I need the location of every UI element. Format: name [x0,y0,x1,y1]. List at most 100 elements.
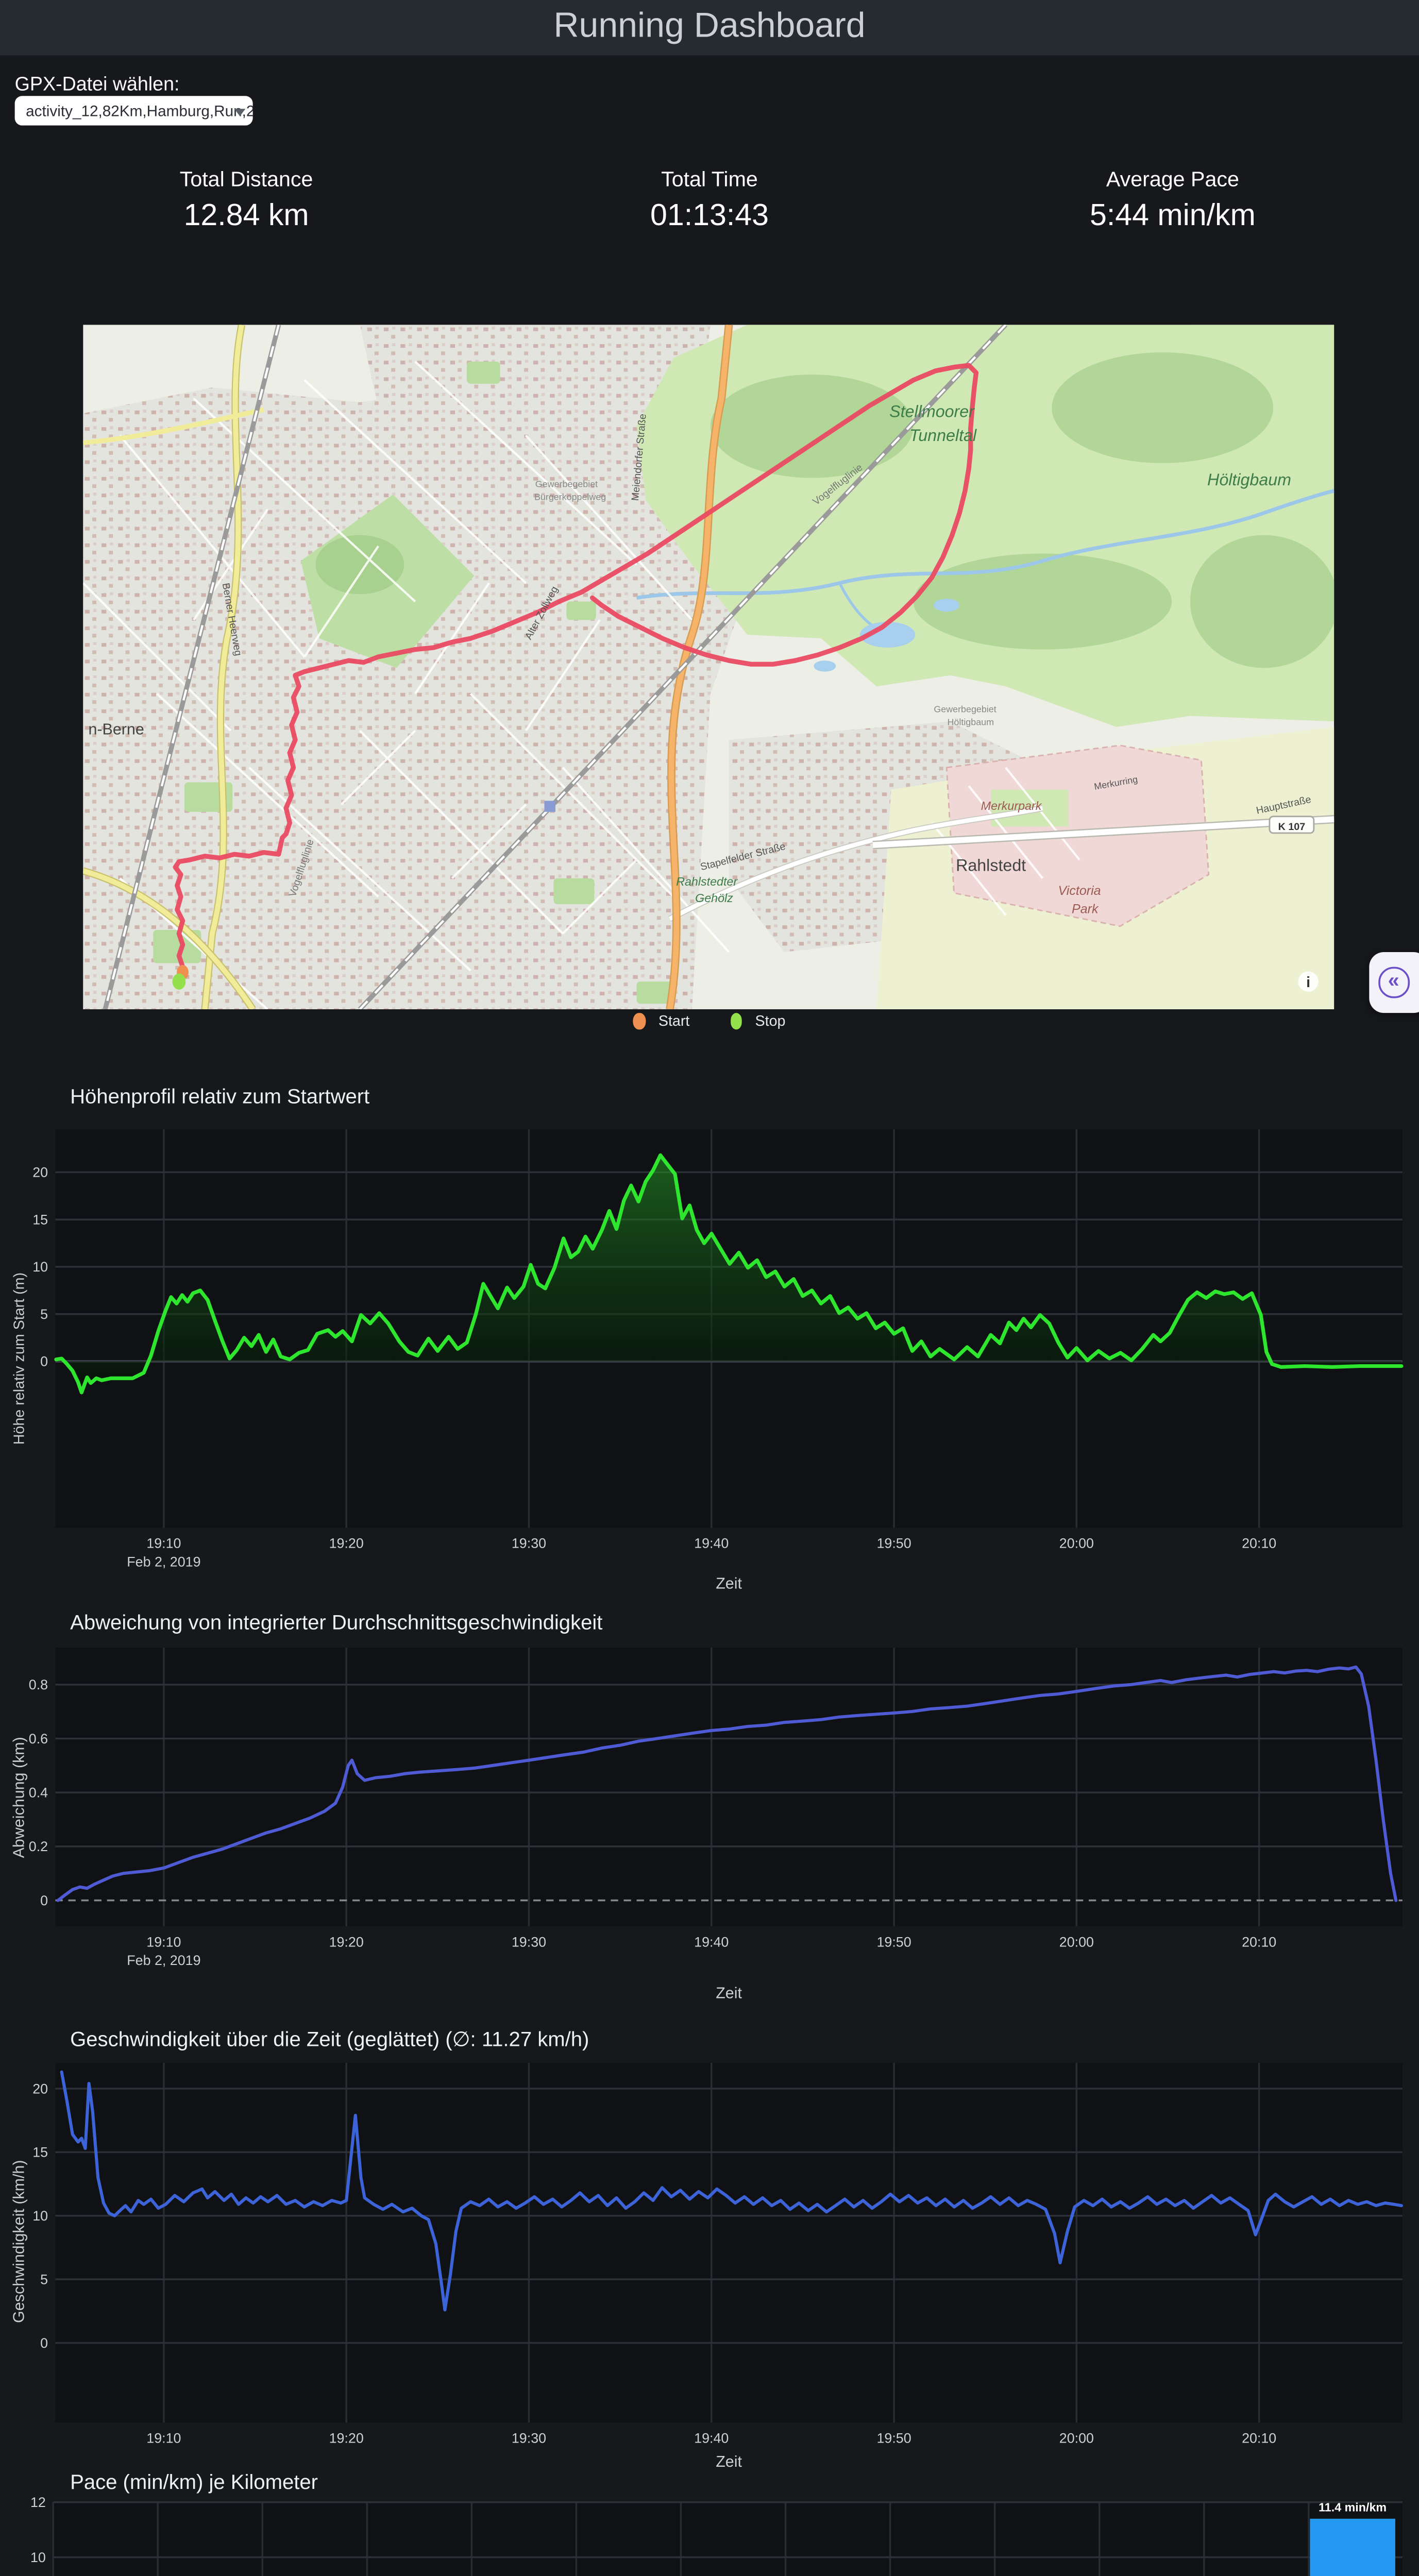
sidebar-collapse-button[interactable]: « [1369,952,1419,1013]
svg-text:12: 12 [30,2495,46,2510]
svg-text:0.4: 0.4 [29,1785,48,1801]
svg-text:19:10: 19:10 [146,1934,181,1950]
svg-text:19:40: 19:40 [694,2431,729,2446]
svg-text:5: 5 [40,1307,48,1322]
svg-text:20:10: 20:10 [1242,1536,1276,1551]
svg-text:Tunneltal: Tunneltal [909,426,977,445]
svg-text:19:50: 19:50 [876,1934,911,1950]
pace-chart-title: Pace (min/km) je Kilometer [70,2472,318,2495]
gpx-file-select-value: activity_12,82Km,Hamburg,Run,2019-02- [26,101,252,120]
map-attribution-icon[interactable]: i [1298,971,1319,992]
svg-text:n-Berne: n-Berne [88,720,144,738]
svg-text:15: 15 [32,1212,48,1227]
metric-total-time: Total Time 01:13:43 [478,170,941,234]
elevation-chart-title: Höhenprofil relativ zum Startwert [70,1087,370,1109]
metric-label: Total Distance [179,170,313,192]
svg-text:Gewerbegebiet: Gewerbegebiet [535,479,598,489]
svg-text:Gewerbegebiet: Gewerbegebiet [934,704,996,714]
map-legend: Start Stop [0,1013,1419,1029]
svg-text:20:00: 20:00 [1059,1934,1094,1950]
route-map-canvas[interactable]: Stellmoorer Tunneltal Höltigbaum Rahlstedt n… [83,325,1334,1009]
elevation-chart[interactable]: 19:10 19:20 19:30 19:40 19:50 20:00 20:10 Feb 2… [32,1129,1404,1570]
svg-text:11.4 min/km: 11.4 min/km [1319,2500,1387,2514]
stop-marker [172,973,186,990]
svg-text:Rahlstedt: Rahlstedt [956,856,1026,874]
svg-text:19:30: 19:30 [512,2431,546,2446]
page-title: Running Dashboard [553,7,866,46]
speed-yaxis-title: Geschwindigkeit (km/h) [9,2160,28,2323]
svg-text:Victoria: Victoria [1058,884,1101,898]
deviation-yaxis-title: Abweichung (km) [9,1737,28,1858]
svg-text:Rahlstedter: Rahlstedter [676,875,738,888]
svg-text:19:30: 19:30 [512,1934,546,1950]
svg-text:20:00: 20:00 [1059,1536,1094,1551]
svg-text:20:10: 20:10 [1242,2431,1276,2446]
pace-chart[interactable]: 5.0 min/km4.9 min/km5.2 min/km4.9 min/km… [30,2495,1403,2576]
chevron-down-icon [234,108,246,115]
speed-chart[interactable]: 19:10 19:20 19:30 19:40 19:50 20:00 20:10 0 5 10 1… [32,2062,1404,2446]
metric-average-pace: Average Pace 5:44 min/km [941,170,1404,234]
svg-text:Feb 2, 2019: Feb 2, 2019 [127,1953,200,1968]
svg-text:19:20: 19:20 [329,1536,364,1551]
deviation-chart-title: Abweichung von integrierter Durchschnitt… [70,1613,603,1635]
svg-text:19:50: 19:50 [876,2431,911,2446]
deviation-chart[interactable]: 19:10 19:20 19:30 19:40 19:50 20:00 20:10 Feb 2… [29,1648,1403,1968]
svg-text:19:10: 19:10 [146,1536,181,1551]
metric-value: 12.84 km [183,199,309,233]
svg-text:Gehölz: Gehölz [695,891,733,905]
map-railways [103,325,1008,1009]
svg-text:19:20: 19:20 [329,2431,364,2446]
start-marker-icon [633,1013,646,1029]
map-major-roads [83,325,1334,1009]
svg-text:5: 5 [40,2272,48,2287]
svg-text:19:40: 19:40 [694,1536,729,1551]
svg-text:15: 15 [32,2145,48,2160]
svg-text:20: 20 [32,2081,48,2096]
gps-route-trace [173,363,979,982]
map-green-areas [153,325,1334,1004]
route-start-stop-markers [172,965,189,990]
legend-label: Start [658,1013,690,1030]
svg-text:19:10: 19:10 [146,2431,181,2446]
metrics-row: Total Distance 12.84 km Total Time 01:13… [15,170,1405,234]
metric-label: Total Time [661,170,758,192]
svg-text:Höltigbaum: Höltigbaum [1207,470,1291,489]
metric-total-distance: Total Distance 12.84 km [15,170,478,234]
svg-text:Höltigbaum: Höltigbaum [948,717,994,727]
svg-text:K 107: K 107 [1278,821,1306,833]
svg-text:Park: Park [1072,902,1099,917]
route-map[interactable]: Stellmoorer Tunneltal Höltigbaum Rahlstedt n… [83,325,1334,1009]
svg-text:Merkurpark: Merkurpark [981,799,1042,812]
svg-text:10: 10 [32,1259,48,1275]
stop-marker-icon [730,1013,742,1029]
speed-xaxis-title: Zeit [716,2452,742,2471]
legend-item-start: Start [633,1013,690,1030]
svg-text:10: 10 [30,2550,46,2565]
svg-text:i: i [1306,974,1310,991]
svg-text:Stellmoorer: Stellmoorer [889,402,975,420]
gpx-select-label: GPX-Datei wählen: [14,74,180,96]
svg-text:19:50: 19:50 [876,1536,911,1551]
metric-value: 5:44 min/km [1089,199,1256,233]
svg-text:0: 0 [40,1354,48,1369]
gpx-file-select[interactable]: activity_12,82Km,Hamburg,Run,2019-02- [14,96,253,126]
elevation-xaxis-title: Zeit [716,1573,742,1592]
svg-text:0.6: 0.6 [29,1731,48,1747]
svg-text:20:10: 20:10 [1242,1934,1276,1950]
map-minor-streets [83,361,1080,1009]
svg-text:19:30: 19:30 [512,1536,546,1551]
svg-text:Feb 2, 2019: Feb 2, 2019 [127,1554,200,1570]
svg-text:0: 0 [40,2335,48,2351]
svg-text:10: 10 [32,2208,48,2224]
elevation-yaxis-title: Höhe relativ zum Start (m) [11,1272,28,1445]
svg-text:0.8: 0.8 [29,1677,48,1692]
svg-text:19:20: 19:20 [329,1934,364,1950]
svg-text:20: 20 [32,1165,48,1180]
app-header: Running Dashboard [0,0,1419,56]
double-chevron-left-icon: « [1378,967,1409,998]
legend-label: Stop [755,1013,786,1030]
deviation-xaxis-title: Zeit [716,1983,742,2002]
pace-bar[interactable] [1310,2518,1395,2576]
